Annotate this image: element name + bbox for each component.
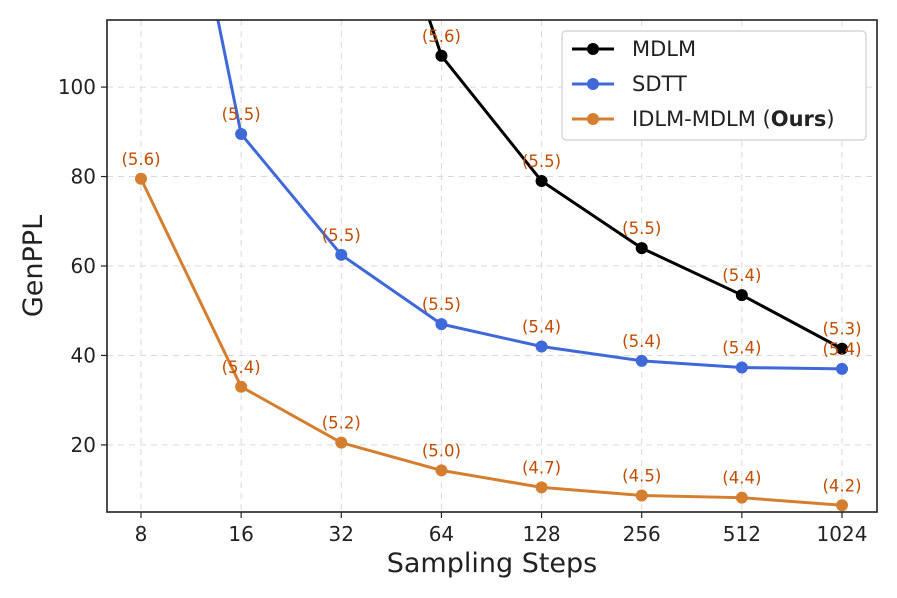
data-point-idlm-mdlm	[635, 489, 648, 502]
data-label-mdlm: (5.5)	[622, 219, 661, 238]
y-tick-label: 40	[71, 343, 96, 367]
data-label-mdlm: (5.6)	[422, 27, 461, 46]
data-point-sdtt	[235, 128, 248, 141]
x-tick-label: 256	[623, 522, 661, 546]
data-label-sdtt: (5.5)	[322, 226, 361, 245]
data-label-idlm-mdlm: (4.2)	[822, 476, 861, 495]
x-tick-label: 8	[135, 522, 148, 546]
x-tick-label: 32	[329, 522, 354, 546]
data-label-sdtt: (5.4)	[822, 340, 861, 359]
y-tick-label: 100	[58, 75, 96, 99]
data-point-sdtt	[435, 318, 448, 331]
y-tick-labels: 20 40 60 80 100	[58, 75, 107, 457]
x-tick-label: 16	[228, 522, 253, 546]
data-label-idlm-mdlm: (5.6)	[121, 150, 160, 169]
data-label-mdlm: (5.4)	[722, 266, 761, 285]
series-line-mdlm	[427, 20, 843, 351]
legend-marker-sdtt	[587, 78, 599, 90]
x-axis-label: Sampling Steps	[387, 548, 598, 579]
data-point-mdlm	[535, 175, 548, 188]
data-point-sdtt	[335, 248, 348, 261]
data-point-idlm-mdlm	[836, 499, 848, 512]
data-label-sdtt: (5.4)	[622, 332, 661, 351]
series-layer	[135, 20, 848, 512]
data-point-idlm-mdlm	[535, 481, 548, 494]
y-tick-label: 80	[71, 165, 96, 189]
data-label-sdtt: (5.5)	[222, 105, 261, 124]
y-tick-label: 20	[71, 433, 96, 457]
data-point-mdlm	[635, 242, 648, 255]
x-tick-labels: 8 16 32 64 128 256 512 1024	[135, 512, 868, 546]
data-point-mdlm	[435, 49, 448, 62]
data-labels: (5.6)(5.5)(5.5)(5.4)(5.3)(5.5)(5.5)(5.5)…	[121, 27, 861, 496]
x-tick-label: 1024	[817, 522, 868, 546]
data-point-sdtt	[535, 340, 548, 353]
data-point-idlm-mdlm	[435, 464, 448, 477]
legend-label-sdtt: SDTT	[632, 72, 687, 96]
data-label-mdlm: (5.3)	[822, 320, 861, 339]
data-label-sdtt: (5.5)	[422, 295, 461, 314]
x-tick-label: 512	[723, 522, 761, 546]
legend-label-idlm-mdlm: IDLM-MDLM (Ours)	[632, 107, 835, 131]
data-label-mdlm: (5.5)	[522, 152, 561, 171]
series-line-idlm-mdlm	[139, 178, 843, 507]
legend-box	[561, 30, 867, 141]
y-tick-label: 60	[71, 254, 96, 278]
data-point-sdtt	[836, 362, 848, 375]
data-point-idlm-mdlm	[135, 172, 147, 185]
data-label-idlm-mdlm: (4.7)	[522, 458, 561, 477]
legend: MDLM SDTT IDLM-MDLM (Ours)	[561, 30, 867, 141]
x-tick-label: 64	[429, 522, 454, 546]
legend-marker-idlm-mdlm	[587, 113, 599, 125]
legend-label-mdlm: MDLM	[632, 37, 696, 61]
data-point-sdtt	[635, 354, 648, 367]
x-tick-label: 128	[522, 522, 560, 546]
data-point-sdtt	[735, 361, 748, 374]
y-axis-label: GenPPL	[18, 215, 49, 317]
data-point-idlm-mdlm	[735, 491, 748, 504]
data-label-idlm-mdlm: (5.2)	[322, 414, 361, 433]
data-label-sdtt: (5.4)	[522, 318, 561, 337]
data-label-sdtt: (5.4)	[722, 339, 761, 358]
data-point-mdlm	[735, 289, 748, 302]
data-point-idlm-mdlm	[335, 436, 348, 449]
data-label-idlm-mdlm: (5.0)	[422, 441, 461, 460]
data-label-idlm-mdlm: (4.5)	[622, 466, 661, 485]
data-label-idlm-mdlm: (4.4)	[722, 469, 761, 488]
series-line-sdtt	[216, 20, 843, 371]
data-point-idlm-mdlm	[235, 380, 248, 393]
data-point-mdlm	[836, 342, 848, 355]
legend-marker-mdlm	[587, 43, 599, 55]
data-label-idlm-mdlm: (5.4)	[222, 358, 261, 377]
